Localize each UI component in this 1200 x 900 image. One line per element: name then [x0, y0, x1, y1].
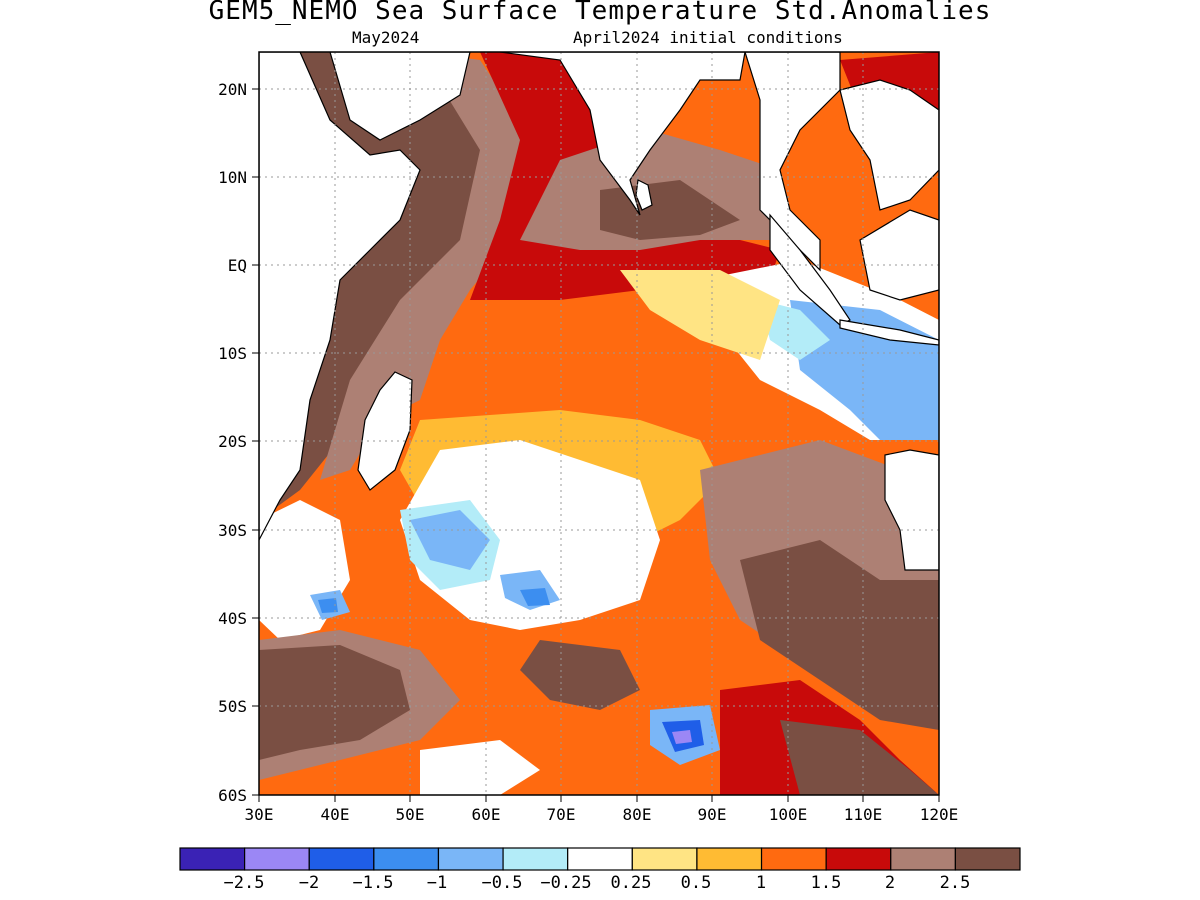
lon-label: 120E — [920, 805, 959, 824]
southern-dark-west — [259, 645, 410, 760]
lon-label: 70E — [547, 805, 576, 824]
brown-region — [320, 52, 520, 480]
equatorial-yellow — [620, 270, 780, 360]
legend-label: 0.25 — [611, 873, 652, 893]
lon-label: 110E — [844, 805, 883, 824]
madagascar-land — [357, 371, 413, 491]
lat-label: 20S — [218, 432, 247, 451]
legend-label: −2.5 — [224, 873, 265, 893]
southern-violet-patch — [672, 730, 692, 744]
lat-label: 10S — [218, 344, 247, 363]
lon-label: 50E — [396, 805, 425, 824]
india-land — [499, 52, 746, 216]
bay-of-bengal-dark — [600, 180, 740, 240]
lat-label: 40S — [218, 609, 247, 628]
southern-dark-central — [520, 640, 640, 710]
legend-swatch — [696, 847, 763, 871]
lon-label: 100E — [769, 805, 808, 824]
lon-label: 80E — [623, 805, 652, 824]
australia-land — [884, 449, 939, 571]
latitude-axis: 20N 10N EQ 10S 20S 30S 40S 50S 60S — [218, 80, 247, 805]
legend-label: −1 — [427, 873, 447, 893]
legend-swatch — [825, 847, 892, 871]
map-title: GEM5_NEMO Sea Surface Temperature Std.An… — [208, 0, 992, 26]
borneo-land — [859, 209, 939, 301]
legend-swatch — [244, 847, 310, 871]
java-land — [839, 319, 939, 346]
legend-label: −1.5 — [353, 873, 394, 893]
map-frame — [258, 51, 940, 796]
arabia-land — [329, 52, 471, 141]
southern-white-central — [420, 740, 540, 795]
color-legend-boxes — [179, 847, 1021, 871]
axis-ticks — [252, 88, 940, 802]
lon-label: 40E — [321, 805, 350, 824]
initial-conditions-label: April2024 initial conditions — [573, 28, 843, 47]
longitude-axis: 30E 40E 50E 60E 70E 80E 90E 100E 110E 12… — [245, 805, 959, 824]
legend-label: 0.5 — [681, 873, 712, 893]
africa-land — [259, 52, 421, 541]
legend-swatch — [954, 847, 1021, 871]
subtropical-blue-a — [410, 510, 490, 570]
grid-lines — [259, 52, 939, 795]
legend-swatch — [437, 847, 504, 871]
legend-label: 2 — [885, 873, 895, 893]
legend-swatch — [373, 847, 440, 871]
lon-label: 30E — [245, 805, 274, 824]
legend-swatch — [760, 847, 827, 871]
legend-label: 1 — [756, 873, 766, 893]
subtropical-blue-c — [520, 588, 550, 606]
forecast-month-label: May2024 — [352, 28, 420, 47]
west-dark-blue — [318, 598, 338, 613]
lon-label: 60E — [472, 805, 501, 824]
lat-label: 50S — [218, 697, 247, 716]
legend-label: −2 — [299, 873, 319, 893]
lat-label: 20N — [218, 80, 247, 99]
lon-label: 90E — [698, 805, 727, 824]
legend-swatch — [502, 847, 569, 871]
southern-dark-east — [780, 720, 939, 795]
legend-label: 2.5 — [940, 873, 971, 893]
indonesia-cyan — [760, 300, 830, 360]
legend-swatch — [567, 847, 633, 871]
lat-label: 30S — [218, 521, 247, 540]
legend-label: −0.5 — [482, 873, 523, 893]
legend-swatch — [890, 847, 956, 871]
color-legend-labels: −2.5 −2 −1.5 −1 −0.5 −0.25 0.25 0.5 1 1.… — [224, 873, 971, 893]
lat-label: EQ — [228, 256, 247, 275]
legend-swatch — [308, 847, 375, 871]
sri-lanka-land — [635, 179, 653, 211]
legend-swatch — [631, 847, 698, 871]
lat-label: 10N — [218, 168, 247, 187]
land-masses — [259, 52, 939, 571]
southeast-dark-brown — [740, 540, 939, 730]
lat-label: 60S — [218, 786, 247, 805]
legend-label: 1.5 — [811, 873, 842, 893]
legend-label: −0.25 — [540, 873, 591, 893]
legend-swatch — [179, 847, 246, 871]
